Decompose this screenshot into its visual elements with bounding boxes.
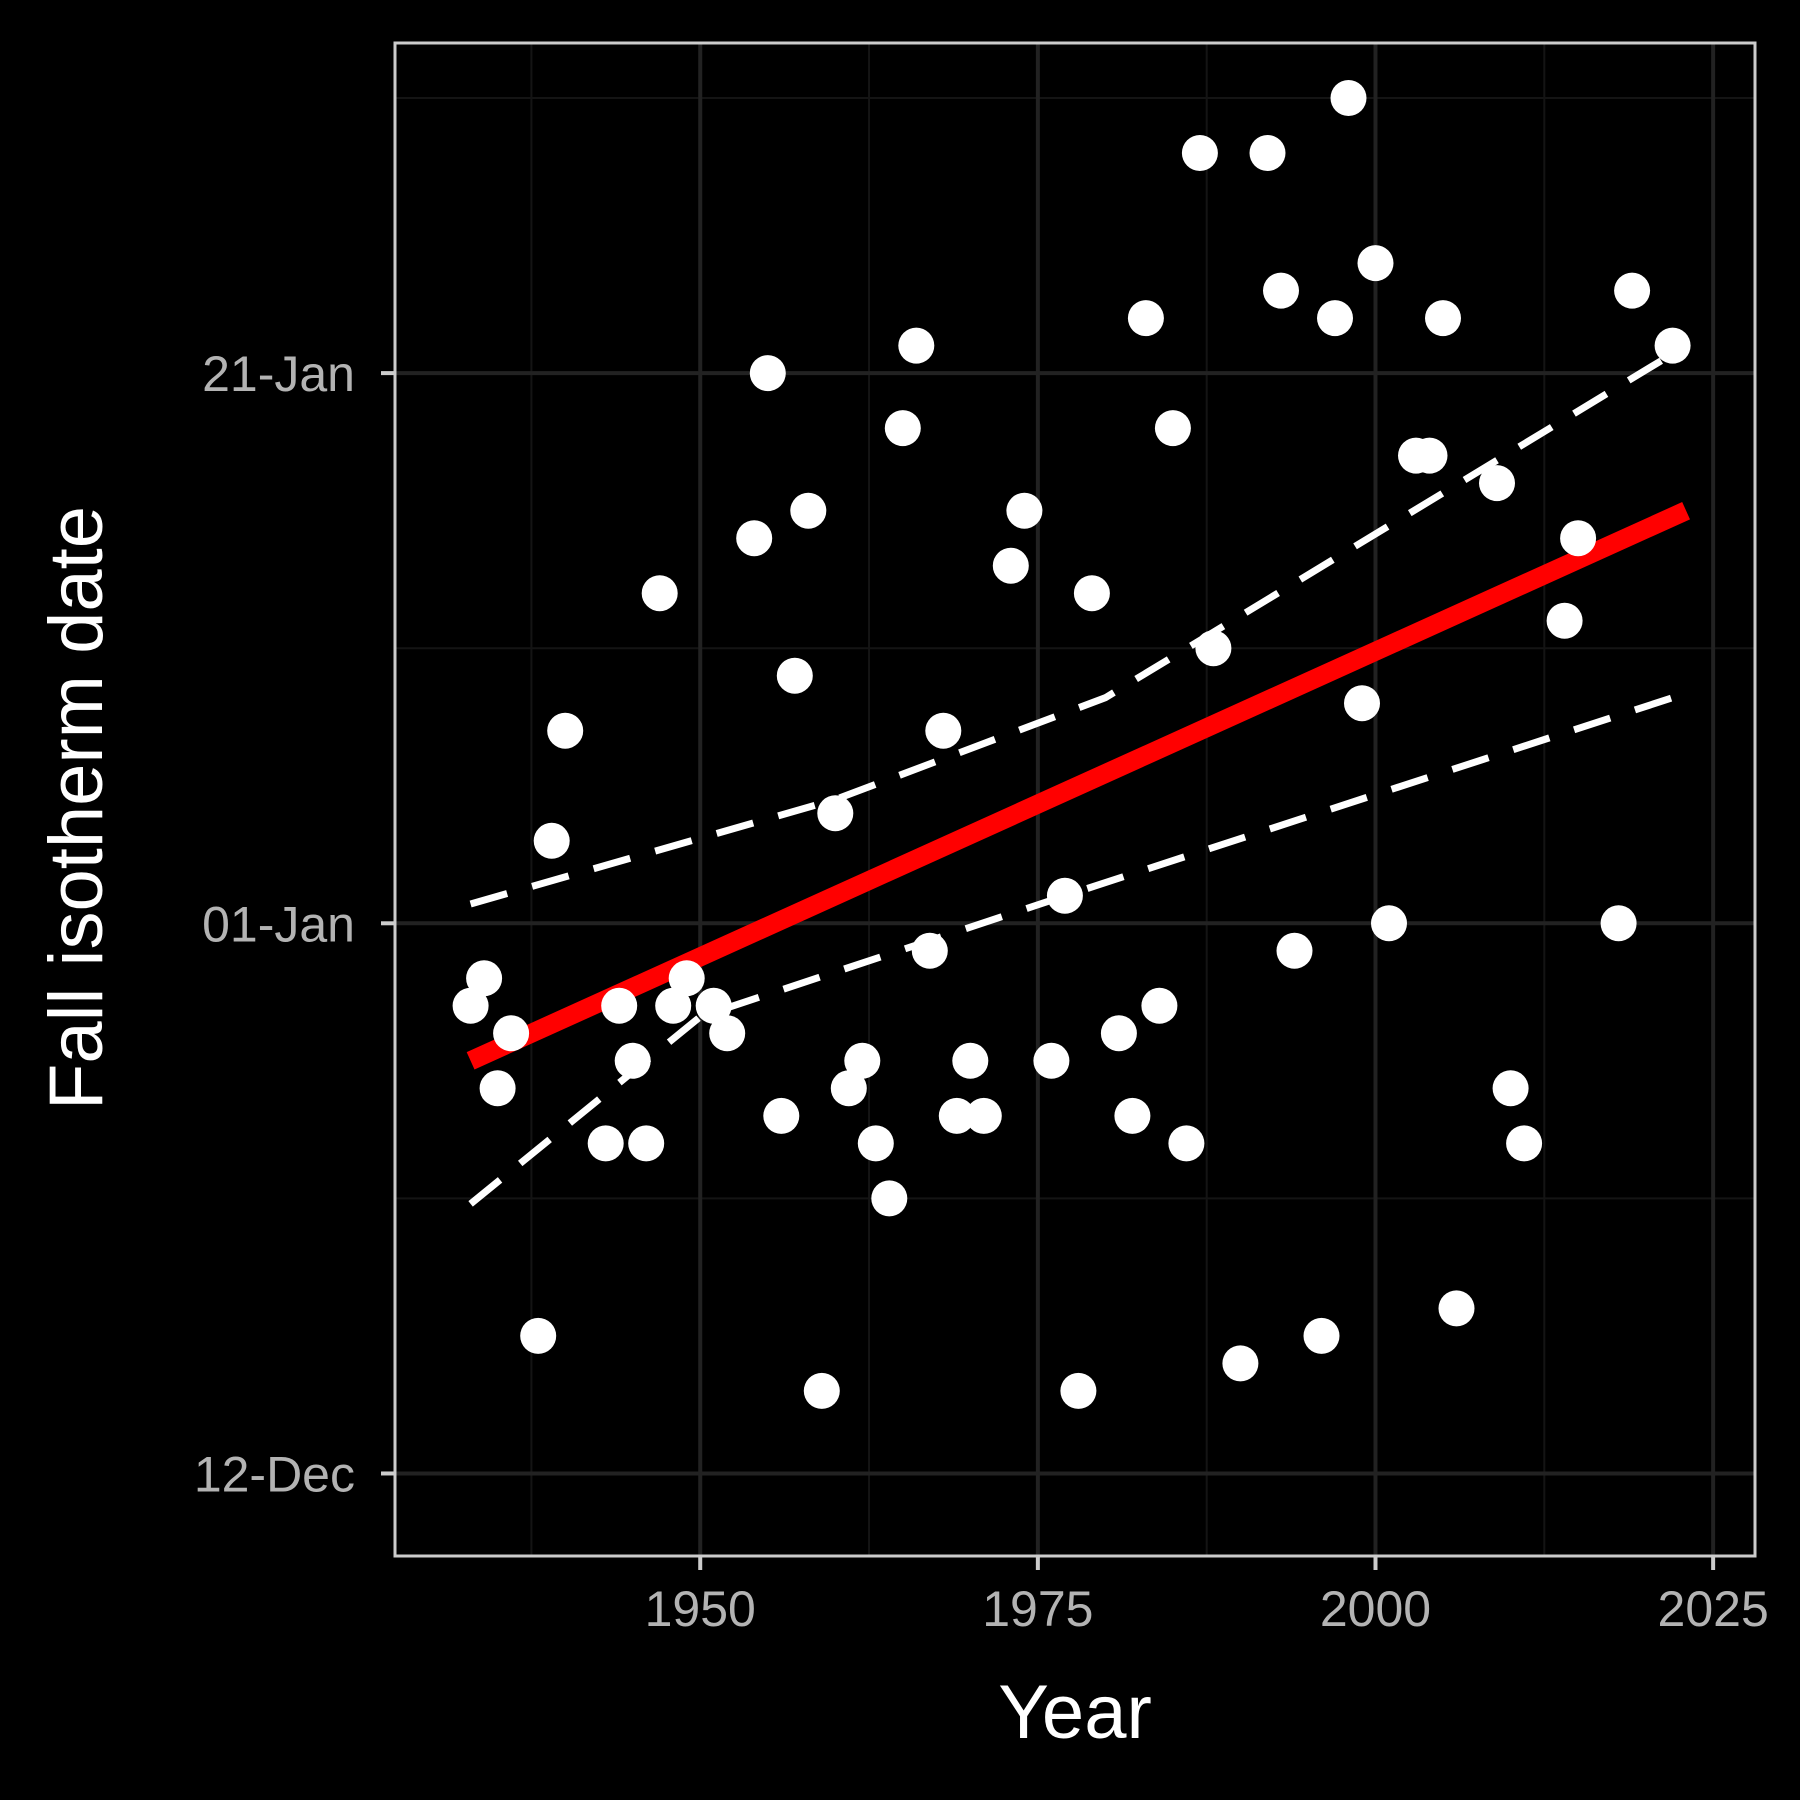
y-tick-label: 12-Dec <box>194 1446 355 1502</box>
data-point <box>547 712 584 749</box>
data-point <box>803 1372 840 1409</box>
data-point <box>1222 1345 1259 1382</box>
data-point <box>952 1042 989 1079</box>
data-point <box>1006 492 1043 529</box>
data-point <box>1654 327 1691 364</box>
data-point <box>1425 300 1461 337</box>
x-tick-label: 2000 <box>1320 1581 1431 1637</box>
data-point <box>736 520 773 557</box>
data-point <box>1033 1042 1070 1079</box>
data-point <box>1317 300 1353 337</box>
x-axis: 1950 1975 2000 2025 <box>645 1556 1769 1637</box>
data-point <box>1492 1070 1529 1107</box>
panel-border <box>393 41 1757 1558</box>
data-point <box>1154 410 1191 447</box>
y-axis: 12-Dec 01-Jan 21-Jan <box>194 346 395 1502</box>
data-point <box>1263 272 1299 309</box>
data-point <box>520 1317 557 1354</box>
data-point <box>1060 1372 1097 1409</box>
data-point <box>884 410 921 447</box>
data-point <box>763 1097 800 1134</box>
data-point <box>1600 905 1637 942</box>
data-point <box>479 1070 516 1107</box>
data-point <box>871 1180 908 1217</box>
data-point <box>452 987 489 1024</box>
x-tick-label: 1950 <box>645 1581 756 1637</box>
data-point <box>628 1125 665 1162</box>
grid-minor-lines <box>395 43 1755 1556</box>
confidence-upper-line <box>469 342 1688 908</box>
data-point <box>587 1125 624 1162</box>
data-point <box>695 987 732 1024</box>
data-point <box>1560 520 1597 557</box>
y-axis-title: Fall isotherm date <box>34 506 119 1110</box>
data-point <box>709 1015 746 1052</box>
data-point <box>830 1070 867 1107</box>
y-tick-label: 01-Jan <box>202 896 355 952</box>
data-point <box>466 960 503 997</box>
data-point <box>776 657 813 694</box>
data-point <box>749 355 786 392</box>
data-points <box>452 80 1691 1409</box>
data-point <box>1073 575 1110 612</box>
x-axis-title: Year <box>998 1670 1152 1755</box>
data-point <box>857 1125 894 1162</box>
data-point <box>965 1097 1002 1134</box>
data-point <box>1100 1015 1137 1052</box>
data-point <box>655 987 692 1024</box>
data-point <box>1438 1290 1475 1327</box>
data-point <box>898 327 935 364</box>
data-point <box>938 1097 975 1134</box>
data-point <box>533 822 570 859</box>
data-point <box>1303 1317 1340 1354</box>
data-point <box>1546 602 1583 639</box>
data-point <box>1114 1097 1151 1134</box>
data-point <box>1249 135 1286 171</box>
data-point <box>601 987 638 1024</box>
data-point <box>1371 905 1407 942</box>
confidence-band <box>468 342 1688 1207</box>
y-tick-label: 21-Jan <box>202 346 355 402</box>
data-point <box>493 1015 530 1052</box>
x-tick-label: 1975 <box>982 1581 1093 1637</box>
data-point <box>1357 245 1394 282</box>
data-point <box>1127 300 1164 337</box>
data-point <box>911 932 948 969</box>
data-point <box>925 712 962 749</box>
data-point <box>1330 80 1367 116</box>
data-point <box>1168 1125 1205 1162</box>
data-point <box>1141 987 1178 1024</box>
data-point <box>641 575 678 612</box>
data-point <box>1614 272 1651 309</box>
data-point <box>668 960 705 997</box>
data-point <box>1506 1125 1543 1162</box>
data-point <box>1344 685 1380 722</box>
grid-major-lines <box>395 43 1755 1556</box>
data-point <box>1479 465 1515 502</box>
data-point <box>1195 630 1232 667</box>
data-point <box>1276 932 1313 969</box>
data-point <box>1411 437 1448 474</box>
data-point <box>817 795 854 832</box>
confidence-lower-line <box>468 694 1674 1207</box>
data-point <box>614 1042 651 1079</box>
data-point <box>992 547 1029 584</box>
data-point <box>844 1042 881 1079</box>
x-tick-label: 2025 <box>1658 1581 1769 1637</box>
data-point <box>790 492 827 529</box>
data-point <box>1181 135 1218 171</box>
data-point <box>1046 877 1083 914</box>
